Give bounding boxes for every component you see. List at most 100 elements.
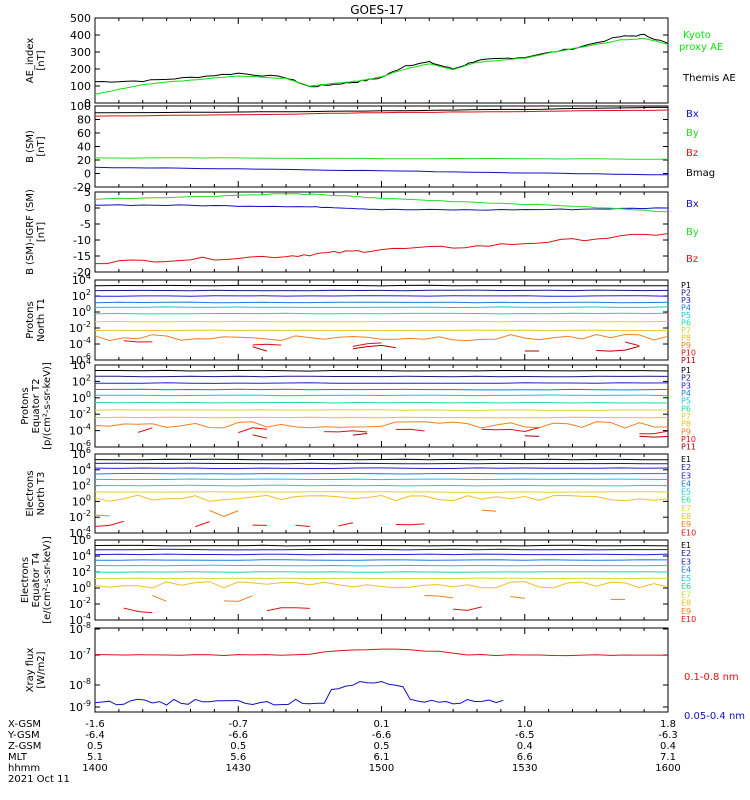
bsm-series-line xyxy=(95,106,668,114)
protons-t1-series-line xyxy=(94,284,668,287)
ae-series-line xyxy=(94,33,669,88)
electrons-t4-channel-label: E1 xyxy=(681,541,691,550)
protons-t1-series-line xyxy=(624,341,640,347)
protons-t1-series-line xyxy=(94,306,669,309)
xray-panel-ylabel: [W/m2] xyxy=(36,651,47,688)
ae-panel-ytick-label: 100 xyxy=(70,80,91,93)
protons-t1-ytick-label: 10-4 xyxy=(69,336,91,351)
protons-t1-ylabel: Protons xyxy=(25,301,36,338)
protons-t2-series-line xyxy=(94,388,669,391)
bsm-panel-ylabel: B (SM) xyxy=(25,130,36,163)
legend-bx: Bx xyxy=(686,109,699,120)
electrons-t3-series-line xyxy=(94,514,110,517)
x-axis-value: 1430 xyxy=(226,763,251,774)
legend-kyoto: proxy AE xyxy=(679,42,723,53)
bsm-panel-ytick-label: 100 xyxy=(70,100,91,113)
electrons-t3-series-line xyxy=(209,510,239,517)
x-axis-row-label: Y-GSM xyxy=(7,730,40,741)
x-axis-row-label: Z-GSM xyxy=(8,741,41,752)
bigrf-panel-ytick-label: -10 xyxy=(73,234,91,247)
x-axis-value: -6.5 xyxy=(515,730,535,741)
electrons-t3-series-line xyxy=(94,484,669,487)
x-axis-value: 0.5 xyxy=(374,741,390,752)
xray-panel-ytick-label: 10-8 xyxy=(69,621,91,636)
bigrf-series-line xyxy=(94,193,669,213)
protons-t2-series-line xyxy=(94,409,669,411)
x-axis-value: 6.1 xyxy=(374,752,390,763)
protons-t1-ytick-label: 102 xyxy=(72,288,91,303)
electrons-t4-series-line xyxy=(510,596,525,599)
date-label: 2021 Oct 11 xyxy=(8,774,70,785)
bigrf-series-line xyxy=(95,233,669,265)
protons-t1-series-line xyxy=(94,295,669,297)
protons-t2-series-line xyxy=(94,394,669,397)
electrons-t3-channel-label: E7 xyxy=(681,504,691,513)
protons-t2-channel-label: P11 xyxy=(681,443,696,452)
x-axis-value: 7.1 xyxy=(660,752,676,763)
electrons-t4-ytick-label: 100 xyxy=(72,580,91,595)
protons-t1-series-line xyxy=(352,344,396,350)
electrons-t3-series-line xyxy=(94,478,669,481)
protons-t2-series-line xyxy=(639,435,669,438)
legend-by: By xyxy=(686,128,699,139)
protons-t2-series-line xyxy=(94,421,669,429)
protons-t1-series-line xyxy=(123,340,153,343)
electrons-t3-series-line xyxy=(94,520,124,527)
x-axis-value: 1500 xyxy=(369,763,394,774)
protons-t2-channel-label: P1 xyxy=(681,366,691,375)
protons-t1-series-line xyxy=(94,333,669,342)
protons-t1-series-line xyxy=(352,342,382,347)
electrons-t3-ylabel: North T3 xyxy=(36,472,47,516)
x-axis-value: 6.6 xyxy=(517,752,533,763)
electrons-t3-series-line xyxy=(94,473,668,475)
electrons-t4-ytick-label: 10-2 xyxy=(69,596,91,611)
protons-t1-channel-label: P2 xyxy=(681,288,691,297)
electrons-t4-channel-label: E9 xyxy=(681,607,691,616)
electrons-t3-channel-label: E2 xyxy=(681,463,691,472)
electrons-t4-channel-label: E3 xyxy=(681,557,691,566)
protons-t1-series-line xyxy=(252,343,282,346)
electrons-t3-channel-label: E9 xyxy=(681,520,691,529)
protons-t2-series-line xyxy=(94,416,669,419)
protons-t2-ytick-label: 10-2 xyxy=(69,406,91,421)
ae-panel-ytick-label: 300 xyxy=(70,46,91,59)
electrons-t4-series-line xyxy=(94,564,669,567)
protons-t1-series-line xyxy=(94,329,669,332)
bsm-panel-ytick-label: 60 xyxy=(77,127,91,140)
legend-bz: Bz xyxy=(686,254,698,265)
protons-t2-channel-label: P7 xyxy=(681,412,691,421)
protons-t2-series-line xyxy=(252,434,268,439)
bsm-panel-ytick-label: -20 xyxy=(73,181,91,194)
protons-t2-series-line xyxy=(524,435,540,437)
legend-xray-long: 0.1-0.8 nm xyxy=(684,672,739,683)
x-axis-value: -0.7 xyxy=(228,719,248,730)
electrons-t3-series-line xyxy=(295,524,310,527)
x-axis-value: 1600 xyxy=(655,763,680,774)
protons-t1-ytick-label: 100 xyxy=(72,304,91,319)
bsm-series-line xyxy=(94,157,668,160)
electrons-t4-series-line xyxy=(95,548,668,551)
electrons-t4-series-line xyxy=(94,559,669,561)
electrons-t4-series-line xyxy=(152,594,167,602)
protons-t2-channel-label: P3 xyxy=(681,381,691,390)
protons-t2-series-line xyxy=(481,427,540,433)
bsm-panel-ytick-label: 40 xyxy=(77,141,91,154)
bsm-series-line xyxy=(94,166,669,176)
bsm-panel-ylabel: [nT] xyxy=(36,136,47,156)
x-axis-value: 0.5 xyxy=(230,741,246,752)
legend-kyoto: Kyoto xyxy=(683,30,711,41)
x-axis-row-label: MLT xyxy=(8,752,28,763)
electrons-t3-series-line xyxy=(94,462,669,465)
xray-panel-frame xyxy=(94,627,669,713)
ae-panel-frame xyxy=(94,17,669,104)
legend-by: By xyxy=(686,227,699,238)
electrons-t4-ytick-label: 106 xyxy=(72,532,91,547)
electrons-t4-ytick-label: 102 xyxy=(72,564,91,579)
electrons-t3-channel-label: E5 xyxy=(681,488,691,497)
protons-t2-ytick-label: 104 xyxy=(72,357,91,372)
electrons-t3-ytick-label: 104 xyxy=(72,462,91,477)
xray-panel-ytick-label: 10-8 xyxy=(69,677,91,692)
x-axis-value: 0.1 xyxy=(374,719,390,730)
